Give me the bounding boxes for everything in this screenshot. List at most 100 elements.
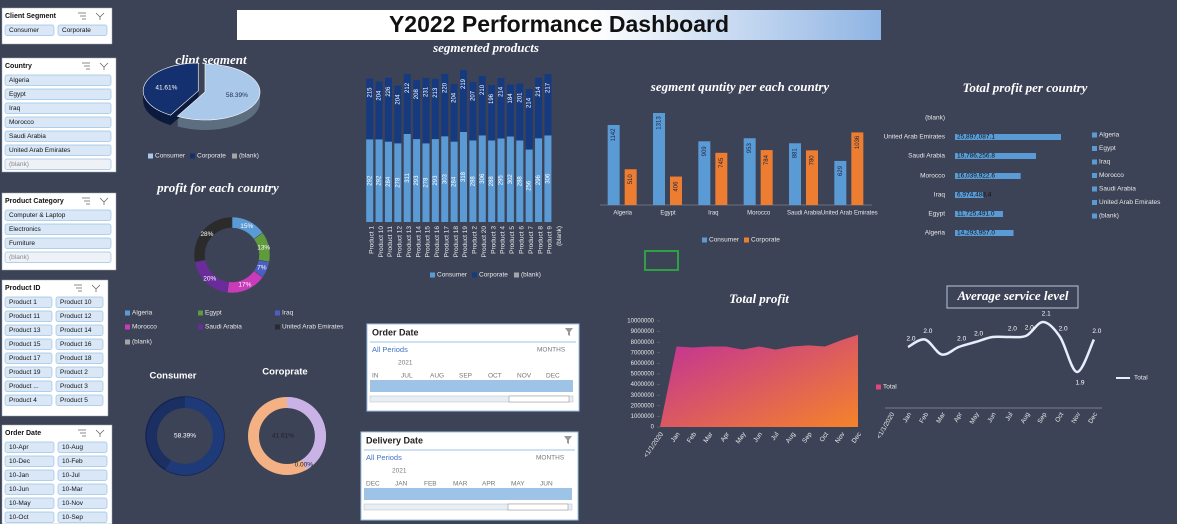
slicer-item[interactable] bbox=[4, 74, 112, 86]
x-tick-label: Jan bbox=[902, 411, 913, 424]
legend-swatch bbox=[232, 153, 237, 159]
bar-segment bbox=[506, 136, 514, 222]
slicer-item[interactable] bbox=[55, 380, 104, 392]
timeline-filter-icon[interactable] bbox=[565, 328, 573, 336]
slicer-item[interactable] bbox=[4, 116, 112, 128]
chart-title: Coroprate bbox=[262, 367, 307, 378]
slicer-item[interactable] bbox=[4, 338, 53, 350]
timeline-scrollbar[interactable] bbox=[369, 395, 574, 403]
data-label: 215 bbox=[367, 87, 373, 98]
data-label: 318 bbox=[461, 171, 467, 182]
slicer-item[interactable] bbox=[4, 455, 55, 467]
slicer-icon[interactable] bbox=[78, 12, 105, 20]
timeline-filter-icon[interactable] bbox=[564, 436, 572, 444]
y-tick-label: 9000000 bbox=[631, 329, 655, 335]
slicer-item[interactable] bbox=[55, 296, 104, 308]
legend-swatch bbox=[702, 237, 707, 243]
bar bbox=[955, 134, 1061, 140]
slicer-item[interactable] bbox=[4, 511, 55, 523]
x-tick-label: Sep bbox=[1037, 411, 1049, 425]
bar-segment bbox=[488, 85, 496, 141]
timeline-month: APR bbox=[482, 481, 496, 488]
data-label: 2.0 bbox=[974, 331, 983, 338]
slicer-icon[interactable] bbox=[82, 197, 109, 205]
slicer-item[interactable] bbox=[57, 511, 108, 523]
area bbox=[660, 334, 858, 427]
slicer-item[interactable] bbox=[55, 324, 104, 336]
chart-title: profit for each country bbox=[156, 180, 279, 195]
slicer-item[interactable] bbox=[4, 24, 55, 36]
slicer-item[interactable] bbox=[4, 158, 112, 170]
legend-swatch bbox=[190, 153, 195, 159]
slicer-item[interactable] bbox=[4, 251, 112, 263]
slicer-item[interactable] bbox=[4, 130, 112, 142]
slicer-icon[interactable] bbox=[78, 429, 105, 437]
legend-swatch bbox=[275, 310, 280, 316]
slicer-item-label: Product 2 bbox=[60, 369, 88, 376]
slicer-item-label: Product 11 bbox=[9, 313, 40, 320]
title-bar bbox=[237, 10, 881, 40]
bar-segment bbox=[544, 73, 552, 136]
slicer-item[interactable] bbox=[4, 366, 53, 378]
data-label: 293 bbox=[414, 175, 420, 186]
data-label: 16,039,922.6 bbox=[957, 173, 995, 180]
slicer-icon[interactable] bbox=[82, 62, 109, 70]
slicer-item[interactable] bbox=[55, 394, 104, 406]
y-tick-label: 4000000 bbox=[631, 382, 655, 388]
timeline-period: All Periods bbox=[366, 453, 402, 462]
slicer-item[interactable] bbox=[57, 455, 108, 467]
legend-label: United Arab Emirates bbox=[1099, 199, 1161, 206]
slicer-item[interactable] bbox=[55, 366, 104, 378]
slicer-item[interactable] bbox=[4, 483, 55, 495]
timeline-scroll-thumb[interactable] bbox=[508, 395, 570, 403]
slicer-item[interactable] bbox=[57, 497, 108, 509]
x-tick-label: Saudi Arabia bbox=[787, 211, 822, 217]
slicer-item[interactable] bbox=[57, 24, 108, 36]
slicer-item[interactable] bbox=[4, 102, 112, 114]
slicer-item[interactable] bbox=[4, 352, 53, 364]
legend-swatch bbox=[876, 384, 881, 390]
data-label: 204 bbox=[395, 94, 401, 105]
x-tick-label: May bbox=[735, 431, 748, 446]
slicer-item[interactable] bbox=[4, 497, 55, 509]
bar-segment bbox=[403, 73, 411, 134]
timeline-scrollbar[interactable] bbox=[363, 503, 573, 511]
slicer-icon[interactable] bbox=[74, 284, 101, 292]
slicer-item[interactable] bbox=[4, 88, 112, 100]
slicer-item[interactable] bbox=[57, 469, 108, 481]
slicer-item[interactable] bbox=[57, 441, 108, 453]
slicer-item[interactable] bbox=[4, 144, 112, 156]
slicer-item-label: 10-Jan bbox=[9, 472, 29, 479]
timeline-range[interactable] bbox=[370, 380, 573, 392]
slicer-item[interactable] bbox=[4, 380, 53, 392]
slicer-item-label: United Arab Emirates bbox=[9, 147, 71, 154]
slicer-item[interactable] bbox=[57, 483, 108, 495]
line bbox=[907, 320, 1096, 374]
legend-label: Corporate bbox=[751, 237, 780, 244]
slicer-item[interactable] bbox=[55, 338, 104, 350]
slicer-item[interactable] bbox=[4, 310, 53, 322]
timeline-scroll-thumb[interactable] bbox=[507, 503, 569, 511]
x-tick-label: Product 18 bbox=[453, 226, 460, 258]
slicer-item[interactable] bbox=[55, 352, 104, 364]
slicer-title: Product ID bbox=[5, 285, 40, 292]
slicer-item[interactable] bbox=[4, 223, 112, 235]
slicer-item-label: Product 4 bbox=[9, 397, 37, 404]
slicer-item[interactable] bbox=[4, 441, 55, 453]
bar-segment bbox=[413, 139, 421, 222]
slicer-item[interactable] bbox=[4, 469, 55, 481]
slicer-item[interactable] bbox=[4, 237, 112, 249]
timeline-year: 2021 bbox=[398, 360, 413, 367]
slicer-item[interactable] bbox=[55, 310, 104, 322]
slicer-item[interactable] bbox=[4, 394, 53, 406]
legend-swatch bbox=[125, 310, 130, 316]
timeline-range[interactable] bbox=[364, 488, 572, 500]
slicer-item[interactable] bbox=[4, 324, 53, 336]
slicer-title: Product Category bbox=[5, 198, 64, 205]
slicer-item[interactable] bbox=[4, 296, 53, 308]
x-tick-label: Product 10 bbox=[378, 226, 385, 258]
timeline-month: DEC bbox=[366, 481, 380, 488]
bar bbox=[955, 192, 984, 198]
slicer-item-label: 10-Sep bbox=[62, 514, 83, 521]
slicer-item[interactable] bbox=[4, 209, 112, 221]
